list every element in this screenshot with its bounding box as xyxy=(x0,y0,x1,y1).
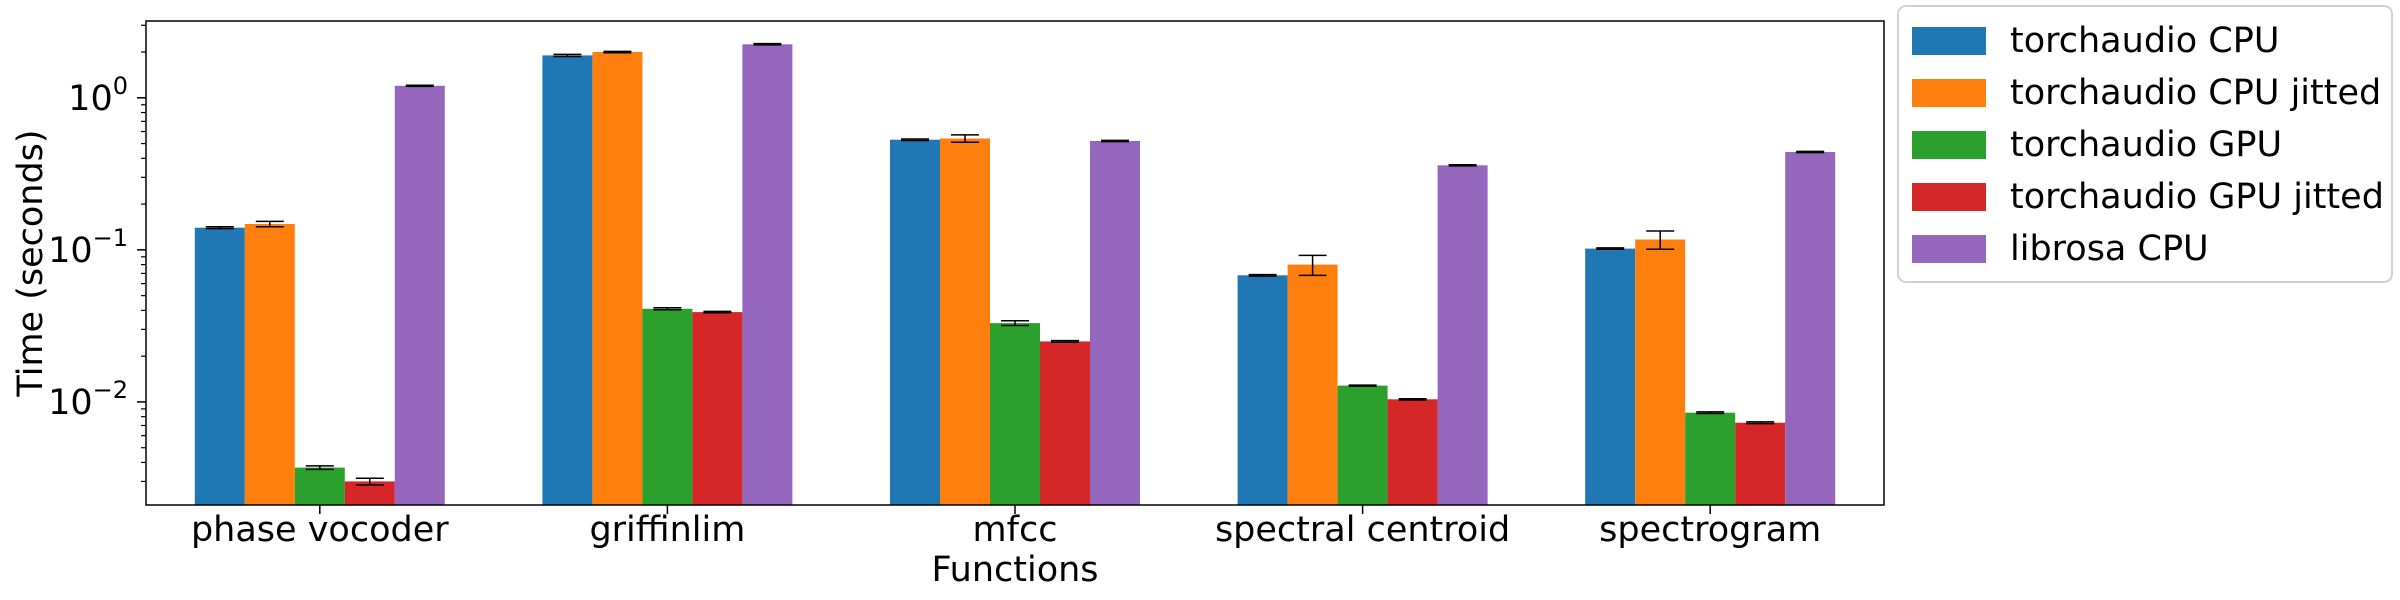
y-tick-label-3: 100 xyxy=(68,72,128,119)
bar-4-3 xyxy=(1040,341,1090,505)
error-bar-5-5 xyxy=(1796,150,1825,154)
y-axis-label: Time (seconds) xyxy=(11,129,51,397)
error-bar-4-4 xyxy=(1398,397,1427,401)
bar-5-1 xyxy=(394,85,445,506)
bar-4-5 xyxy=(1735,422,1786,505)
x-tick-label-4: spectral centroid xyxy=(1215,510,1510,550)
error-bar-3-5 xyxy=(1696,411,1725,415)
bar-5-2 xyxy=(742,44,793,506)
legend-swatch-2 xyxy=(1912,79,1986,107)
bar-3-2 xyxy=(642,308,693,505)
error-bars-layer xyxy=(205,42,1825,486)
legend-label-5: librosa CPU xyxy=(2010,229,2209,269)
x-tick-label-5: spectrogram xyxy=(1599,510,1821,550)
bar-1-3 xyxy=(890,139,940,505)
error-bar-2-4 xyxy=(1298,254,1327,277)
legend-box xyxy=(1897,5,2393,283)
legend-label-3: torchaudio GPU xyxy=(2010,125,2282,165)
error-bar-5-4 xyxy=(1448,163,1477,167)
bar-3-4 xyxy=(1337,385,1388,505)
bar-1-4 xyxy=(1237,275,1288,505)
x-tick-label-3: mfcc xyxy=(973,510,1058,550)
y-tick-label-1: 10−2 xyxy=(48,376,128,423)
error-bar-1-5 xyxy=(1596,247,1625,250)
error-bar-1-3 xyxy=(901,138,929,142)
bar-4-1 xyxy=(344,481,395,505)
error-bar-4-1 xyxy=(355,477,384,486)
bar-1-1 xyxy=(194,227,245,505)
error-bar-4-5 xyxy=(1746,421,1775,425)
bar-3-3 xyxy=(990,323,1040,505)
x-tick-label-1: phase vocoder xyxy=(191,510,449,550)
legend-swatch-5 xyxy=(1912,235,1986,263)
error-bar-1-4 xyxy=(1248,273,1277,277)
x-axis: phase vocoder griffinlim mfcc spectral cent… xyxy=(191,505,1821,550)
bar-5-3 xyxy=(1090,141,1140,505)
error-bar-4-3 xyxy=(1051,339,1079,343)
bar-5-5 xyxy=(1785,152,1836,505)
legend-swatch-1 xyxy=(1912,27,1986,55)
legend-label-2: torchaudio CPU jitted xyxy=(2010,73,2381,113)
y-axis: 10−2 10−1 100 xyxy=(48,24,146,483)
error-bar-1-1 xyxy=(205,225,234,230)
bar-5-4 xyxy=(1437,165,1488,506)
bar-2-5 xyxy=(1635,239,1686,505)
error-bar-2-2 xyxy=(603,50,632,54)
error-bar-3-1 xyxy=(305,465,334,471)
error-bar-5-1 xyxy=(405,84,434,88)
error-bar-3-4 xyxy=(1348,384,1377,387)
bar-4-4 xyxy=(1387,399,1438,505)
legend-swatch-4 xyxy=(1912,183,1986,211)
bars-layer xyxy=(194,44,1836,506)
x-tick-label-2: griffinlim xyxy=(589,510,745,550)
error-bar-2-5 xyxy=(1646,230,1675,250)
legend-label-1: torchaudio CPU xyxy=(2010,21,2279,61)
error-bar-1-2 xyxy=(553,53,582,58)
error-bar-5-2 xyxy=(753,42,782,46)
bar-2-3 xyxy=(940,138,990,505)
error-bar-2-1 xyxy=(255,220,284,228)
bar-3-5 xyxy=(1685,412,1736,505)
bar-2-1 xyxy=(244,224,295,505)
bar-2-4 xyxy=(1287,264,1338,505)
bar-3-1 xyxy=(294,467,345,505)
bar-1-5 xyxy=(1585,248,1636,505)
error-bar-5-3 xyxy=(1101,139,1129,143)
legend-label-4: torchaudio GPU jitted xyxy=(2010,177,2384,217)
legend-swatch-3 xyxy=(1912,131,1986,159)
bar-1-2 xyxy=(542,55,593,506)
error-bar-2-3 xyxy=(951,134,979,144)
bar-2-2 xyxy=(592,52,643,505)
bar-4-2 xyxy=(692,312,743,505)
y-tick-label-2: 10−1 xyxy=(48,224,128,271)
x-axis-label: Functions xyxy=(931,550,1098,590)
error-bar-4-2 xyxy=(703,310,732,314)
error-bar-3-2 xyxy=(653,307,682,311)
error-bar-3-3 xyxy=(1001,319,1029,327)
legend: torchaudio CPU torchaudio CPU jitted torch… xyxy=(1897,5,2393,283)
